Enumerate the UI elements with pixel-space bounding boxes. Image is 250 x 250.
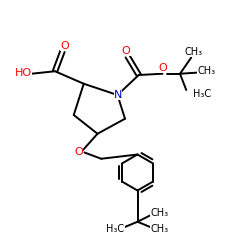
Text: CH₃: CH₃ (185, 47, 203, 57)
Text: HO: HO (15, 68, 32, 78)
Text: H₃C: H₃C (106, 224, 124, 234)
Text: O: O (74, 147, 83, 157)
Text: N: N (114, 90, 122, 100)
Text: H₃C: H₃C (193, 89, 211, 99)
Text: O: O (60, 41, 69, 51)
Text: O: O (159, 63, 168, 73)
Text: CH₃: CH₃ (150, 208, 168, 218)
Text: O: O (122, 46, 130, 56)
Text: CH₃: CH₃ (150, 224, 168, 234)
Text: CH₃: CH₃ (197, 66, 215, 76)
